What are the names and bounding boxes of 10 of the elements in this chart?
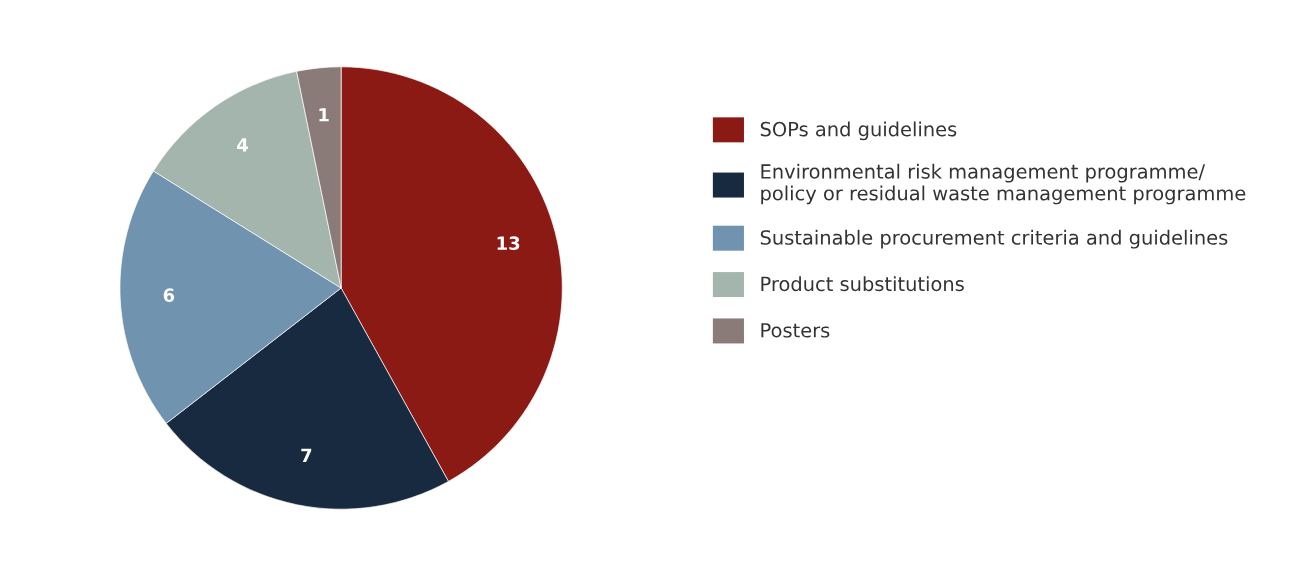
data-label: 4 [237, 138, 249, 152]
data-label: 7 [301, 448, 312, 462]
data-label: 6 [163, 288, 175, 302]
legend-label: Sustainable procurement criteria and guidelines [760, 229, 1228, 249]
legend-label: Environmental risk management programme/ policy or residual waste management programme [761, 163, 1246, 205]
legend-label: SOPs and guidelines [760, 121, 957, 141]
data-label: 1 [319, 108, 329, 122]
legend-label: Posters [761, 323, 830, 338]
data-label: 13 [497, 236, 520, 250]
legend-label: Product substitutions [761, 276, 964, 292]
